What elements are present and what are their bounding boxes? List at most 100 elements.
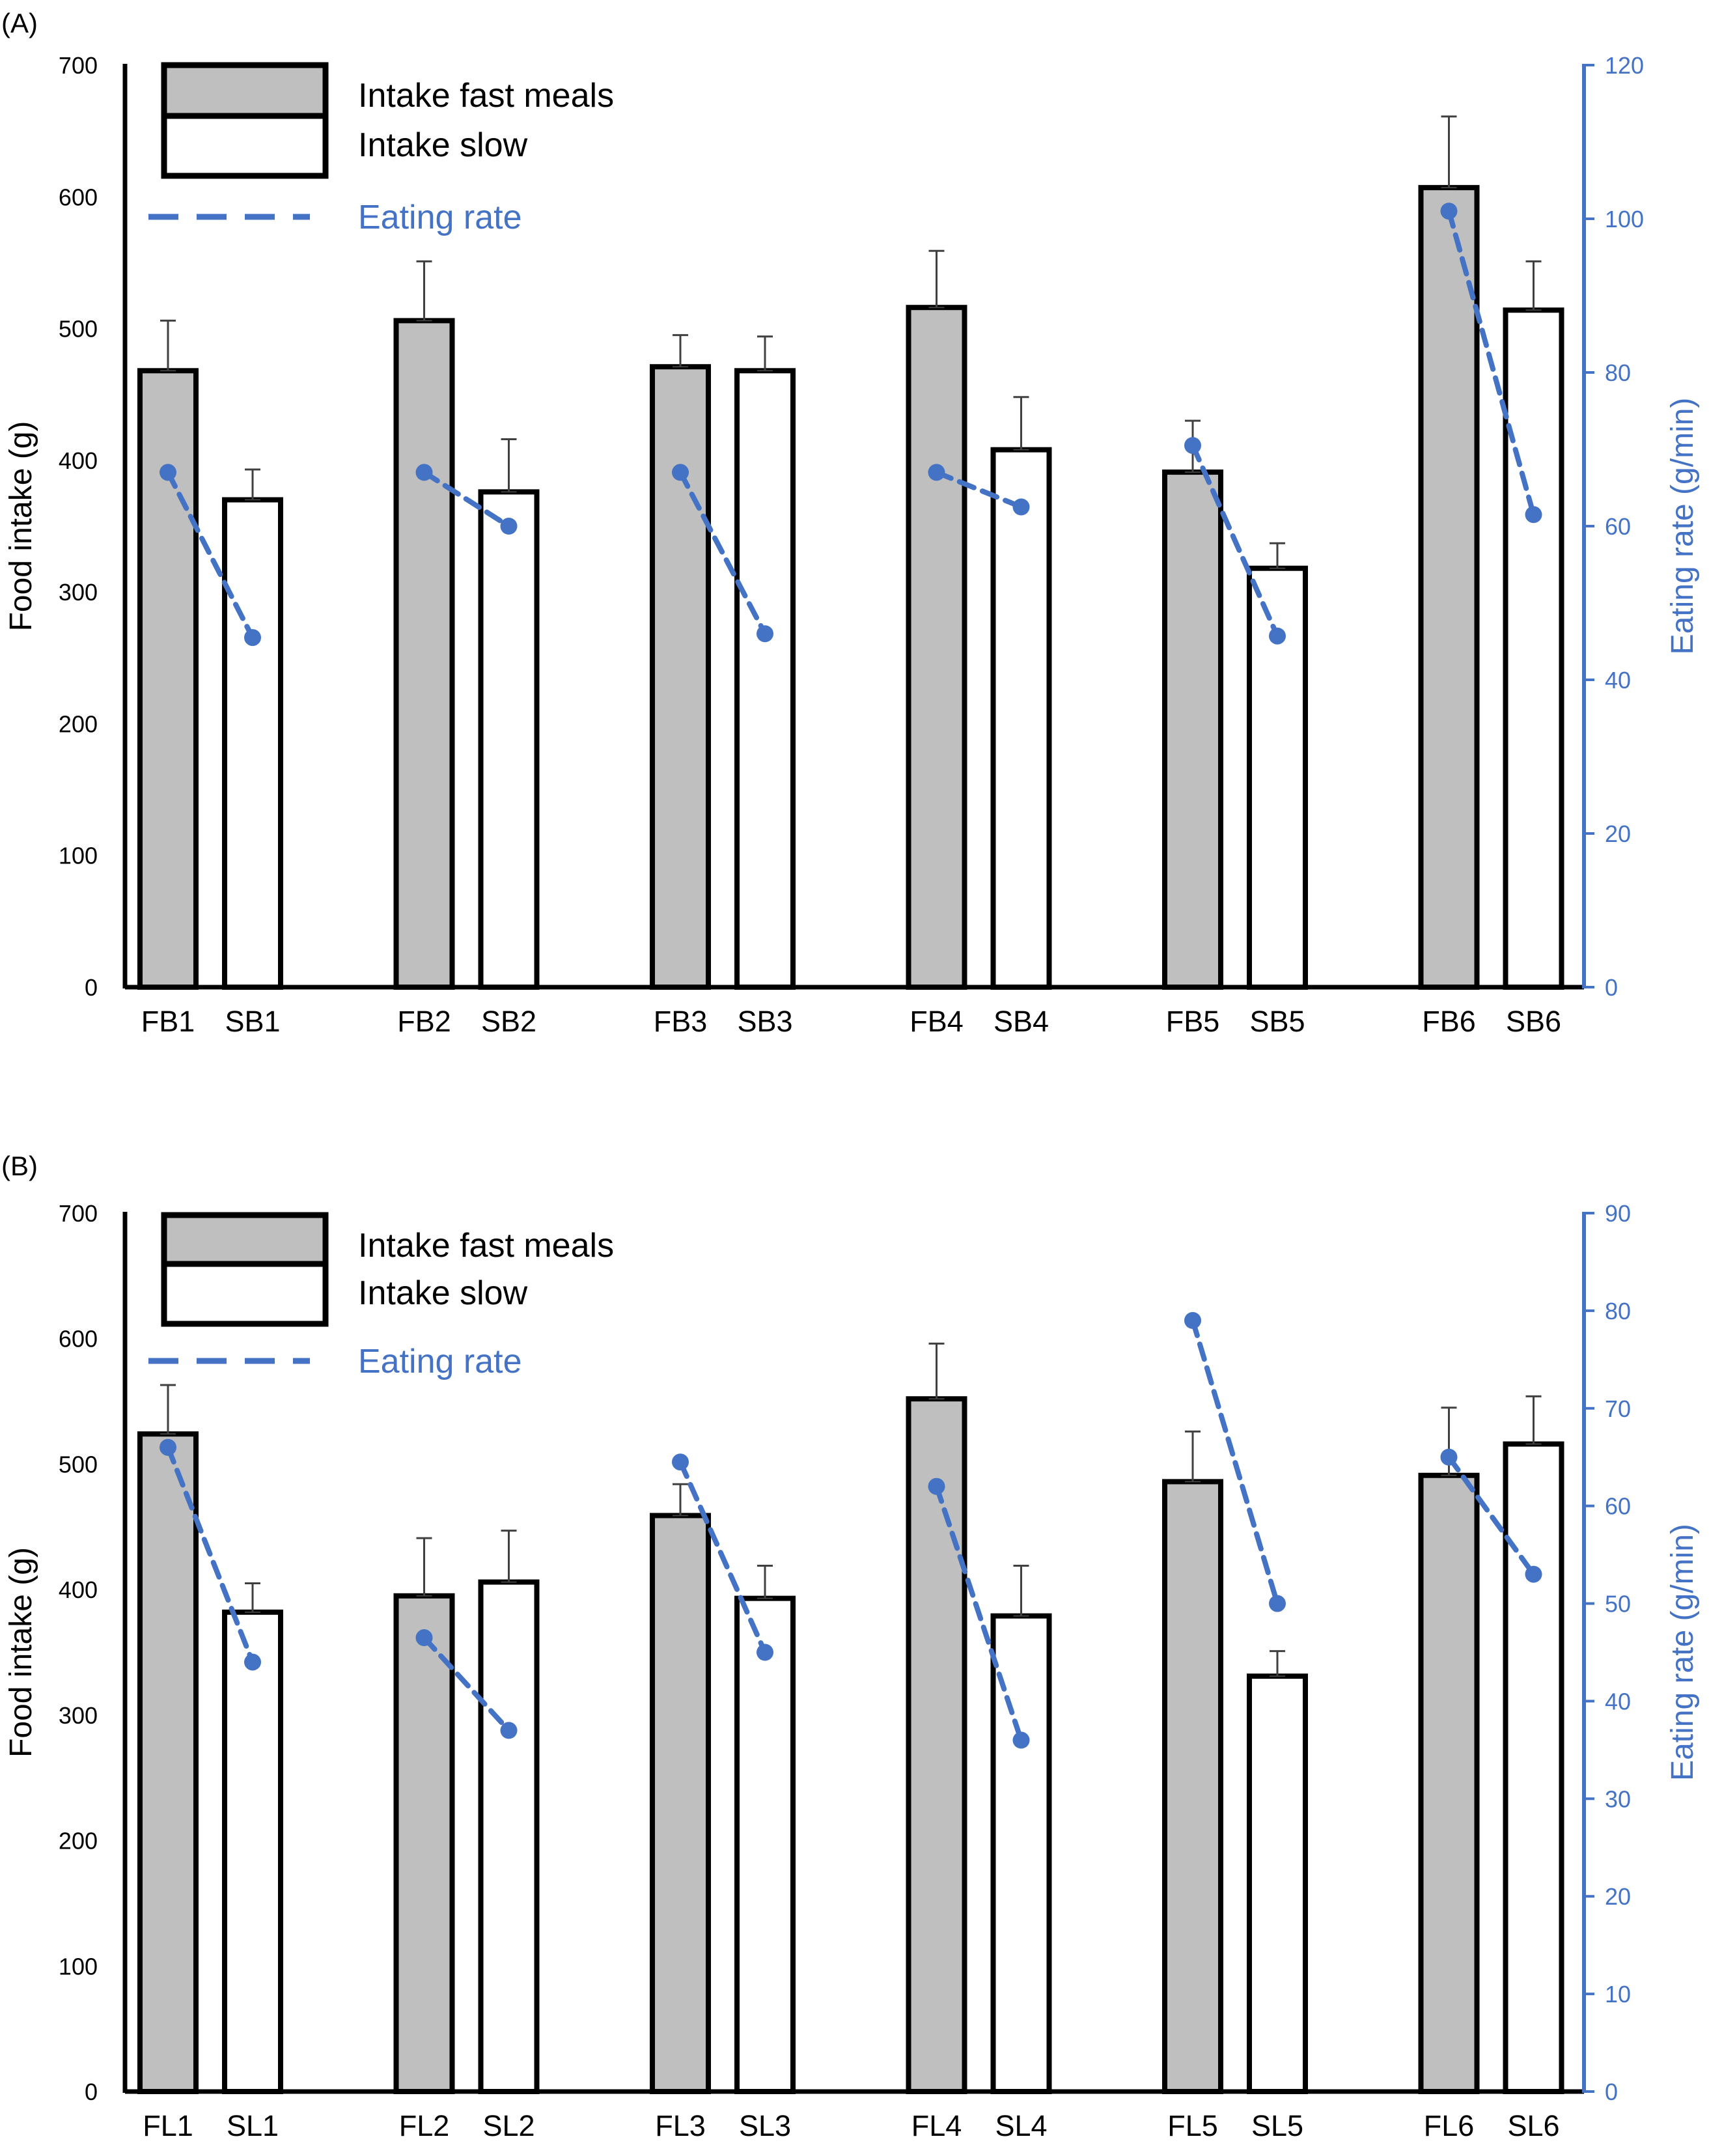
y-tick-label: 700 xyxy=(59,1200,98,1227)
x-category-label: SL3 xyxy=(739,2109,791,2142)
slow-intake-bar xyxy=(222,497,283,990)
legend-fast-label: Intake fast meals xyxy=(358,77,614,115)
x-category-label: FB3 xyxy=(654,1005,708,1038)
x-category-label: SL5 xyxy=(1251,2109,1303,2142)
legend: Intake fast meals Intake slow Eating rate xyxy=(148,1212,614,1380)
slow-intake-bar xyxy=(1503,1441,1564,2094)
fast-intake-bar xyxy=(650,364,711,990)
eating-rate-point xyxy=(757,1644,773,1661)
x-category-label: SL4 xyxy=(995,2109,1047,2142)
slow-intake-bar xyxy=(1247,565,1308,990)
x-category-label: SB6 xyxy=(1506,1005,1561,1038)
y2-tick-label: 40 xyxy=(1605,1688,1631,1715)
fast-intake-bar xyxy=(906,1396,967,2094)
y-tick-label: 600 xyxy=(59,184,98,210)
legend-slow-label: Intake slow xyxy=(358,1274,528,1312)
eating-rate-point xyxy=(928,464,945,481)
y-tick-label: 700 xyxy=(59,52,98,79)
y-tick-label: 300 xyxy=(59,1702,98,1729)
x-category-label: SB3 xyxy=(737,1005,792,1038)
eating-rate-point xyxy=(1184,1311,1201,1329)
y2-tick-label: 30 xyxy=(1605,1785,1631,1812)
eating-rate-point xyxy=(672,464,689,481)
fast-intake-bar xyxy=(650,1513,711,2094)
y2-axis-title: Eating rate (g/min) xyxy=(1665,1524,1700,1781)
y2-tick-label: 80 xyxy=(1605,359,1631,386)
y-tick-label: 300 xyxy=(59,579,98,606)
eating-rate-point xyxy=(1012,498,1030,516)
eating-rate-point xyxy=(1012,1731,1030,1749)
fast-intake-bar xyxy=(137,1431,199,2095)
eating-rate-point xyxy=(1440,203,1458,220)
y-tick-label: 500 xyxy=(59,1451,98,1477)
eating-rate-point xyxy=(1184,437,1201,455)
x-category-label: SL1 xyxy=(227,2109,279,2142)
eating-rate-point xyxy=(160,464,176,481)
eating-rate-line xyxy=(1190,1317,1280,1606)
x-category-label: FB1 xyxy=(141,1005,195,1038)
y2-tick-label: 80 xyxy=(1605,1298,1631,1324)
x-category-label: FL5 xyxy=(1167,2109,1218,2142)
slow-intake-bar xyxy=(1247,1673,1308,2094)
eating-rate-point xyxy=(500,518,518,535)
legend-fast-label: Intake fast meals xyxy=(358,1227,614,1265)
chart-panel-b: (B) 0 100 200 300 400 500 600 700 0 10 20 30 40 50 60 70… xyxy=(1,1151,1700,2142)
eating-rate-line xyxy=(421,1635,512,1733)
x-category-label: FL4 xyxy=(911,2109,962,2142)
y2-tick-label: 120 xyxy=(1605,52,1644,79)
y-tick-label: 0 xyxy=(85,974,98,1001)
fast-intake-bar xyxy=(1418,185,1480,990)
y2-axis-title: Eating rate (g/min) xyxy=(1665,398,1700,655)
slow-intake-bar xyxy=(990,447,1052,990)
x-category-label: SB1 xyxy=(225,1005,280,1038)
fast-intake-bar xyxy=(906,305,967,990)
eating-rate-point xyxy=(1525,1565,1542,1583)
y-tick-label: 400 xyxy=(59,447,98,474)
eating-rate-point xyxy=(1525,506,1542,524)
y-tick-label: 100 xyxy=(59,1953,98,1980)
slow-intake-bar xyxy=(478,489,540,990)
y-tick-label: 200 xyxy=(59,1828,98,1855)
y2-tick-label: 0 xyxy=(1605,974,1618,1001)
fast-intake-bar xyxy=(393,318,455,990)
eating-rate-line xyxy=(1190,443,1280,639)
legend-slow-swatch xyxy=(161,113,329,179)
chart-panel-a: (A) 0 100 200 300 400 500 600 700 0 20 40 60 80 100 120… xyxy=(1,8,1700,1038)
eating-rate-line xyxy=(678,1459,768,1655)
eating-rate-point xyxy=(672,1453,689,1471)
slow-intake-bar xyxy=(1503,307,1564,990)
x-category-label: FB4 xyxy=(910,1005,964,1038)
legend-slow-label: Intake slow xyxy=(358,126,528,164)
panel-label: (B) xyxy=(1,1151,38,1181)
eating-rate-point xyxy=(757,625,773,643)
y2-tick-label: 90 xyxy=(1605,1200,1631,1227)
eating-rate-line xyxy=(1446,208,1536,518)
eating-rate-point xyxy=(500,1722,518,1739)
legend-slow-swatch xyxy=(161,1261,329,1327)
x-category-label: FL6 xyxy=(1424,2109,1475,2142)
x-category-label: SB4 xyxy=(993,1005,1049,1038)
eating-rate-line xyxy=(165,1444,255,1665)
y2-tick-label: 10 xyxy=(1605,1981,1631,2008)
y2-tick-label: 70 xyxy=(1605,1395,1631,1422)
x-category-label: FB2 xyxy=(397,1005,451,1038)
y-tick-label: 200 xyxy=(59,710,98,737)
eating-rate-point xyxy=(928,1477,945,1495)
x-category-label: FB5 xyxy=(1166,1005,1220,1038)
y-axis-title: Food intake (g) xyxy=(4,421,38,632)
y-tick-label: 100 xyxy=(59,843,98,869)
y2-tick-label: 0 xyxy=(1605,2079,1618,2105)
x-category-label: FL1 xyxy=(143,2109,193,2142)
x-category-label: SL2 xyxy=(482,2109,535,2142)
y2-tick-label: 20 xyxy=(1605,820,1631,847)
y2-tick-label: 60 xyxy=(1605,513,1631,540)
y-axis-title: Food intake (g) xyxy=(4,1547,38,1757)
slow-intake-bar xyxy=(478,1579,540,2095)
eating-rate-point xyxy=(244,1653,261,1671)
slow-intake-bar xyxy=(734,368,796,990)
y2-tick-label: 60 xyxy=(1605,1493,1631,1520)
y2-tick-label: 20 xyxy=(1605,1883,1631,1910)
x-category-label: SB2 xyxy=(481,1005,536,1038)
x-category-label: SB5 xyxy=(1249,1005,1305,1038)
fast-intake-bar xyxy=(1162,1479,1223,2095)
